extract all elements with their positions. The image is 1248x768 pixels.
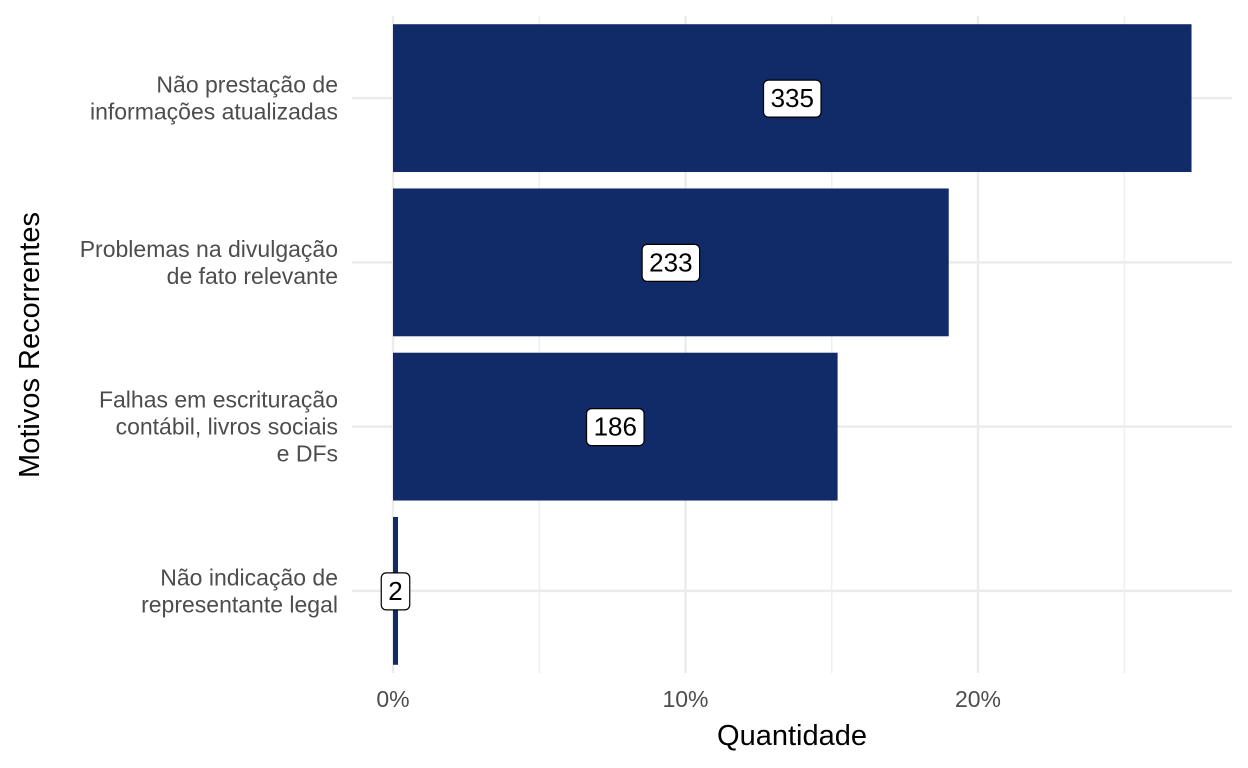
data-label: 335 <box>762 79 822 118</box>
category-label-line: informações atualizadas <box>90 99 338 125</box>
x-axis-title: Quantidade <box>717 720 867 752</box>
category-label-line: Não prestação de <box>156 72 338 98</box>
data-label: 186 <box>585 408 645 447</box>
data-label-box <box>585 408 645 447</box>
category-label-line: representante legal <box>141 591 338 617</box>
data-label-text: 2 <box>388 576 402 606</box>
data-label-box <box>641 243 701 282</box>
category-label-line: e DFs <box>277 441 338 467</box>
category-label: Problemas na divulgação de fato relevante <box>80 236 338 289</box>
category-label-line: de fato relevante <box>167 263 338 289</box>
category-label: Não prestação de informações atualizadas <box>90 72 338 125</box>
bars <box>393 24 1192 665</box>
x-tick-labels: 0% 10% 20% <box>376 686 1001 712</box>
category-label-line: Falhas em escrituração <box>99 387 338 413</box>
data-label: 2 <box>380 572 411 611</box>
data-label-box <box>380 572 411 611</box>
data-label: 233 <box>641 243 701 282</box>
x-tick-label: 0% <box>376 686 409 712</box>
category-label: Não indicação de representante legal <box>141 564 338 617</box>
data-labels: 335 233 186 2 <box>380 79 822 611</box>
data-label-text: 233 <box>649 247 692 277</box>
data-label-text: 186 <box>594 412 637 442</box>
category-labels: Não prestação de informações atualizadas P… <box>80 72 338 618</box>
category-label-line: contábil, livros sociais <box>116 414 338 440</box>
category-label-line: Problemas na divulgação <box>80 236 338 262</box>
x-tick-label: 10% <box>662 686 708 712</box>
data-label-box <box>762 79 822 118</box>
data-label-text: 335 <box>771 83 814 113</box>
category-label-line: Não indicação de <box>160 564 338 590</box>
y-axis-title: Motivos Recorrentes <box>14 212 46 478</box>
category-label: Falhas em escrituração contábil, livros s… <box>99 387 338 467</box>
x-tick-label: 20% <box>955 686 1001 712</box>
